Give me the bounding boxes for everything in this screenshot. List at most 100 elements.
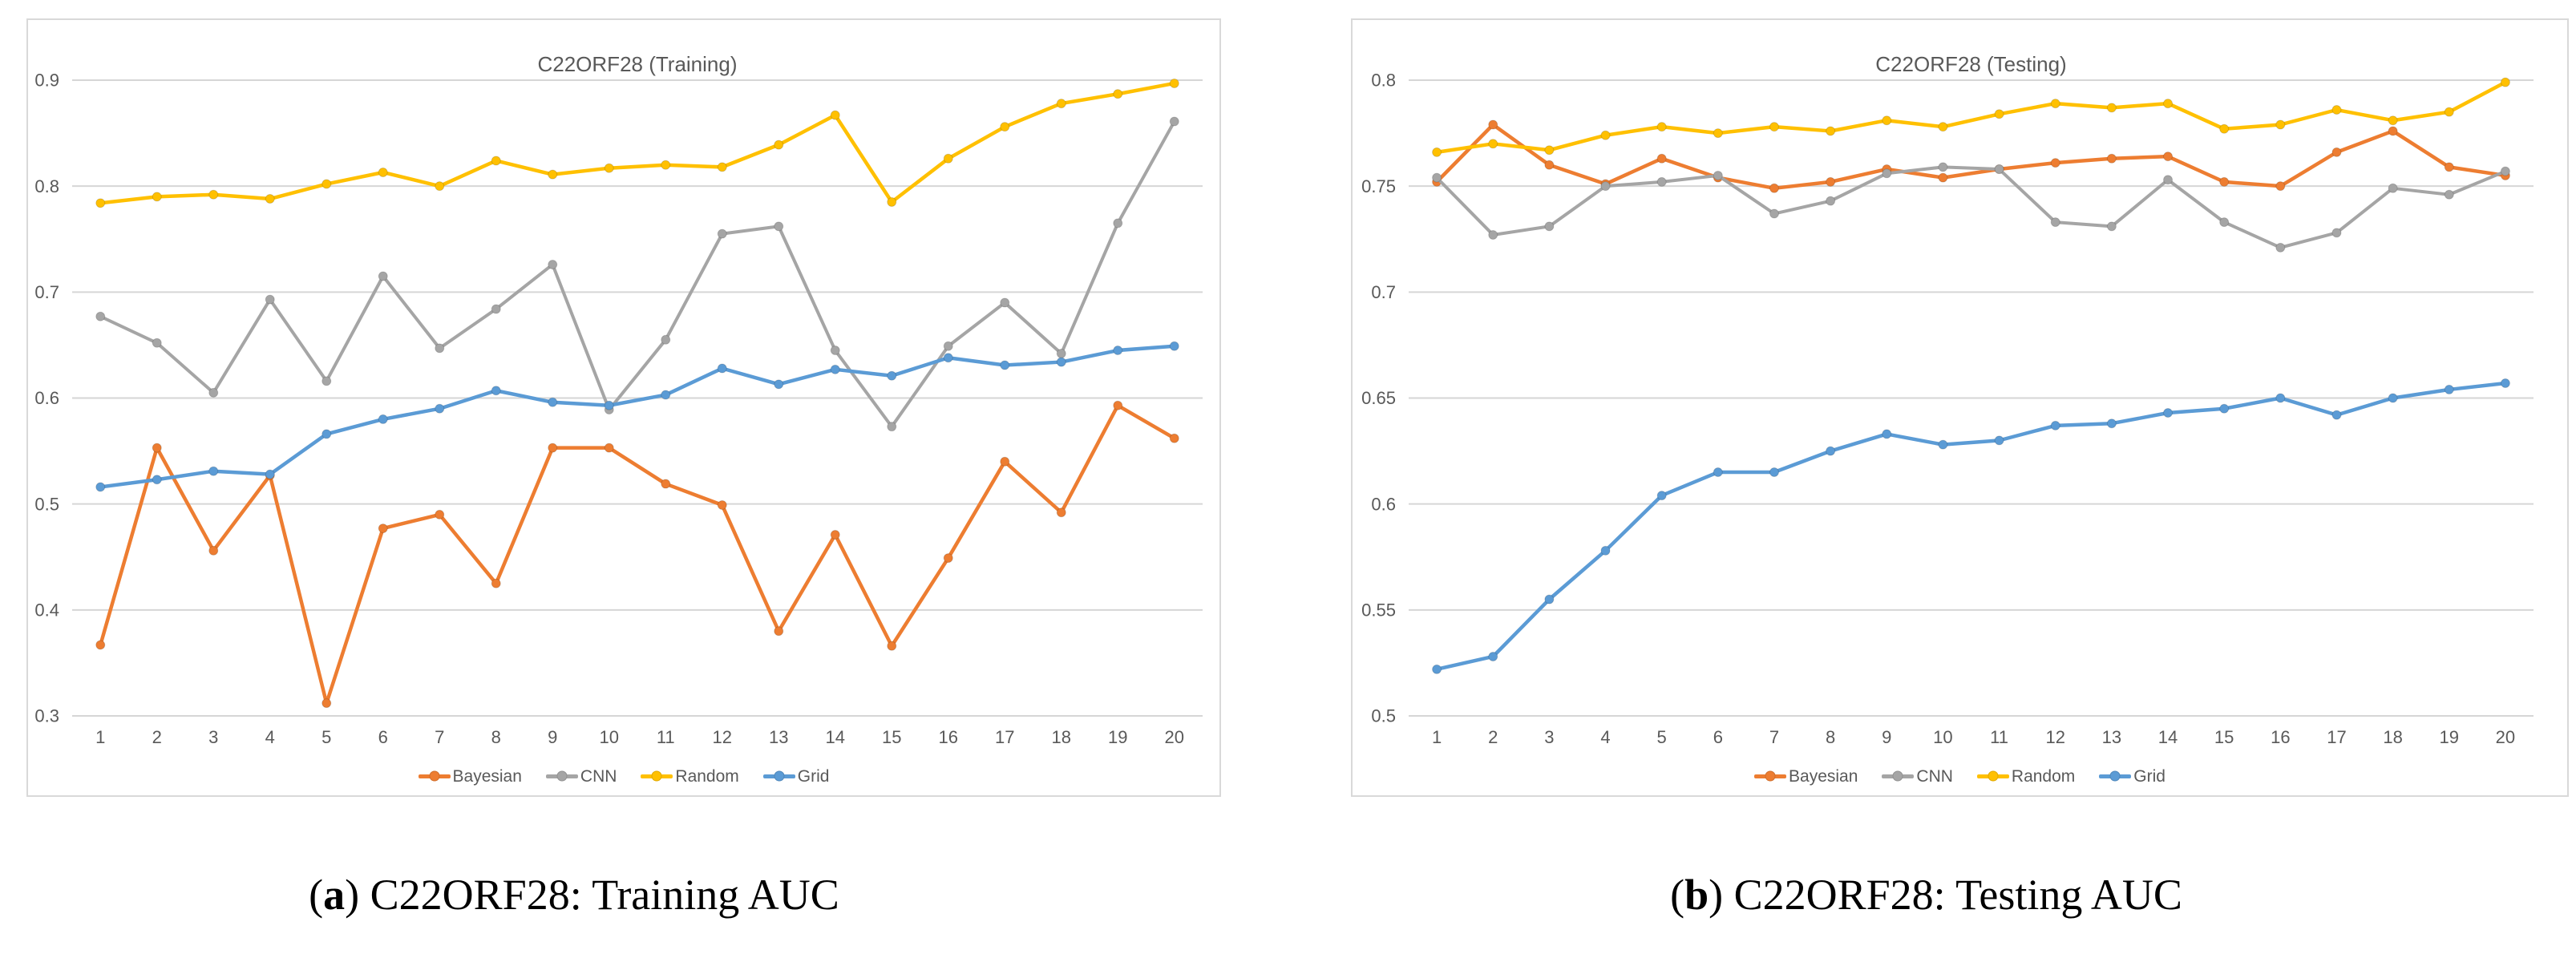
x-tick-label: 8 [491, 727, 501, 747]
x-tick-label: 17 [2327, 727, 2346, 747]
data-point-marker [887, 641, 897, 651]
legend-label: Grid [797, 766, 830, 786]
data-point-marker [1488, 119, 1498, 130]
data-point-marker [1656, 176, 1667, 187]
x-tick-label: 15 [2214, 727, 2234, 747]
data-point-marker [435, 509, 445, 519]
data-point-marker [378, 414, 388, 424]
data-point-marker [717, 499, 727, 510]
training-chart-legend: Bayesian CNN Random Grid [28, 764, 1219, 788]
data-point-marker [2331, 147, 2342, 157]
x-tick-label: 18 [2383, 727, 2402, 747]
series-line-random [1432, 77, 2510, 157]
data-point-marker [2219, 176, 2230, 187]
data-point-marker [661, 160, 671, 170]
data-point-marker [604, 443, 614, 453]
x-tick-label: 7 [1769, 727, 1779, 747]
data-point-marker [887, 422, 897, 432]
x-tick-label: 17 [995, 727, 1014, 747]
x-tick-label: 6 [1713, 727, 1723, 747]
legend-dot-icon [1988, 770, 1999, 782]
y-tick-label: 0.7 [34, 282, 59, 302]
data-point-marker [2331, 105, 2342, 115]
x-tick-label: 13 [2102, 727, 2121, 747]
x-tick-label: 1 [95, 727, 105, 747]
data-point-marker [1713, 170, 1723, 180]
data-point-marker [2106, 153, 2117, 164]
data-point-marker [1938, 122, 1948, 132]
data-point-marker [2219, 123, 2230, 134]
data-point-marker [774, 221, 784, 232]
data-point-marker [152, 192, 162, 202]
legend-line-marker-icon [762, 770, 795, 782]
data-point-marker [2388, 126, 2398, 136]
data-point-marker [2444, 189, 2454, 200]
series-line-grid [1432, 378, 2510, 674]
data-point-marker [152, 475, 162, 485]
data-point-marker [1000, 360, 1010, 370]
legend-item-bayesian: Bayesian [1754, 768, 1858, 785]
data-point-marker [2106, 221, 2117, 232]
data-point-marker [491, 304, 501, 314]
data-point-marker [1488, 651, 1498, 661]
data-point-marker [943, 553, 953, 564]
data-point-marker [1000, 297, 1010, 308]
data-point-marker [265, 294, 275, 305]
legend-label: CNN [1916, 766, 1953, 786]
data-point-marker [1488, 139, 1498, 149]
data-point-marker [1169, 116, 1179, 127]
data-point-marker [548, 397, 558, 407]
data-point-marker [321, 429, 332, 439]
y-tick-label: 0.75 [1361, 176, 1396, 196]
data-point-marker [1994, 435, 2004, 446]
data-point-marker [1826, 176, 1836, 187]
data-point-marker [1994, 109, 2004, 119]
data-point-marker [2050, 420, 2060, 431]
data-point-marker [1882, 115, 1892, 126]
data-point-marker [1713, 467, 1723, 478]
data-point-marker [1656, 153, 1667, 164]
data-point-marker [435, 403, 445, 414]
caption-a: (a) C22ORF28: Training AUC [0, 855, 1171, 935]
y-tick-label: 0.55 [1361, 600, 1396, 621]
x-tick-label: 11 [657, 727, 675, 747]
data-point-marker [95, 198, 106, 208]
data-point-marker [2275, 119, 2286, 130]
data-point-marker [1713, 128, 1723, 139]
y-tick-label: 0.9 [34, 71, 59, 91]
data-point-marker [2444, 162, 2454, 172]
data-point-marker [95, 482, 106, 492]
data-point-marker [887, 196, 897, 207]
data-point-marker [717, 162, 727, 172]
data-point-marker [1169, 433, 1179, 443]
data-point-marker [1994, 164, 2004, 175]
data-point-marker [1113, 218, 1123, 228]
x-tick-label: 13 [769, 727, 788, 747]
y-tick-label: 0.8 [1371, 71, 1396, 91]
data-point-marker [1769, 208, 1779, 219]
y-axis-labels: 0.9 0.8 0.7 0.6 0.5 0.4 0.3 [34, 71, 59, 726]
legend-dot-icon [556, 770, 568, 782]
data-point-marker [2388, 183, 2398, 193]
x-tick-label: 5 [321, 727, 331, 747]
y-tick-label: 0.65 [1361, 388, 1396, 408]
data-point-marker [2106, 103, 2117, 113]
data-point-marker [1938, 162, 1948, 172]
data-point-marker [491, 578, 501, 588]
legend-label: Grid [2133, 766, 2166, 786]
x-tick-label: 3 [208, 727, 218, 747]
series-path-random [99, 81, 1176, 205]
data-point-marker [321, 698, 332, 709]
x-tick-label: 4 [265, 727, 275, 747]
legend-item-cnn: CNN [545, 768, 617, 785]
series-line-grid [95, 341, 1179, 492]
legend-label: Bayesian [1789, 766, 1858, 786]
series-line-bayesian [1432, 119, 2510, 193]
data-point-marker [774, 626, 784, 637]
data-point-marker [321, 376, 332, 386]
data-point-marker [943, 353, 953, 363]
caption-b-paren-close: ) [1709, 871, 1734, 919]
data-point-marker [1882, 168, 1892, 179]
data-point-marker [2500, 166, 2510, 176]
